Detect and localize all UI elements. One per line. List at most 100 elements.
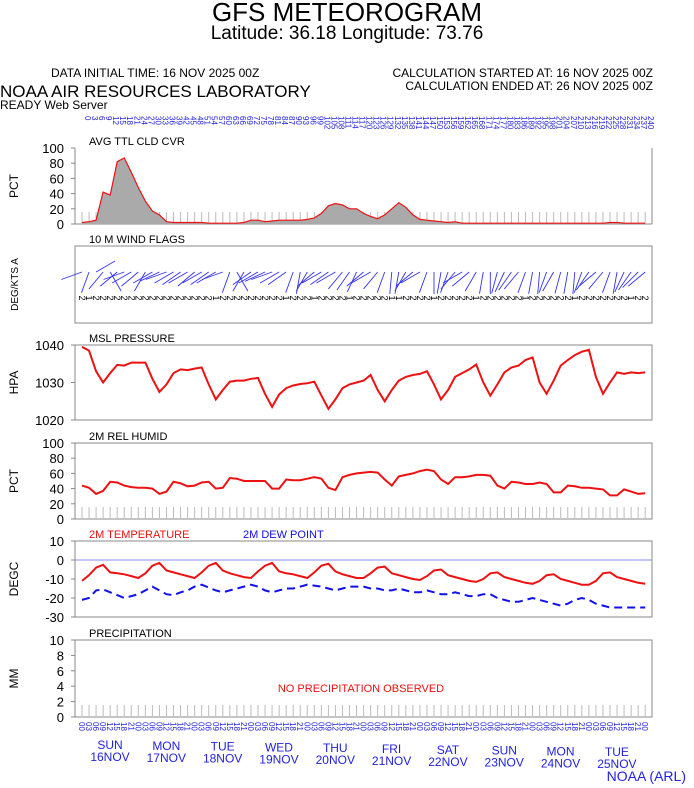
hour-of-day-label: 15 — [506, 722, 515, 731]
hour-of-day-label: 18 — [119, 722, 128, 731]
forecast-hour-label: 189 — [527, 116, 536, 130]
hour-of-day-label: 18 — [176, 722, 185, 731]
wind-barb — [395, 271, 414, 287]
forecast-hour-label: 96 — [308, 116, 317, 125]
wind-barb — [612, 271, 618, 294]
wind-speed-label: 2 — [105, 295, 115, 300]
date-label: 24NOV — [541, 756, 580, 770]
wind-barb — [267, 271, 287, 285]
wind-barb — [491, 271, 498, 294]
wind-speed-label: 2 — [330, 295, 340, 300]
day-of-week-label: FRI — [382, 742, 401, 756]
date-label: 25NOV — [597, 757, 636, 771]
wind-barb — [295, 271, 308, 292]
day-of-week-label: SAT — [437, 743, 460, 757]
wind-speed-label: 2 — [443, 295, 453, 300]
hour-of-day-label: 03 — [253, 722, 262, 731]
wind-speed-label: 2 — [260, 295, 270, 300]
wind-speed-label: 2 — [633, 295, 643, 300]
wind-speed-label: 2 — [316, 295, 326, 300]
wind-speed-label: 2 — [612, 295, 622, 300]
forecast-hour-label: 105 — [329, 116, 338, 130]
y-tick-label: 10 — [50, 633, 64, 648]
wind-speed-label: 2 — [401, 295, 411, 300]
date-label: 17NOV — [147, 751, 186, 765]
wind-speed-label: 2 — [154, 295, 164, 300]
org-name: NOAA AIR RESOURCES LABORATORY — [0, 82, 311, 101]
hour-of-day-label: 15 — [169, 722, 178, 731]
date-label: 16NOV — [90, 750, 129, 764]
wind-barb — [614, 271, 625, 293]
cloud-cover-line — [81, 157, 646, 224]
hour-of-day-label: 00 — [640, 722, 649, 731]
wind-speed-label: 2 — [380, 295, 390, 300]
wind-speed-label: 2 — [373, 295, 383, 300]
wind-speed-label: 1 — [281, 295, 291, 300]
rel-humidity-title: 2M REL HUMID — [89, 431, 167, 443]
wind-barb — [100, 271, 118, 287]
wind-speed-label: 2 — [169, 295, 179, 300]
wind-flags-frame — [74, 245, 653, 324]
wind-barb — [394, 271, 407, 292]
hour-of-day-label: 03 — [309, 722, 318, 731]
forecast-hour-label: 111 — [343, 116, 352, 129]
hour-of-day-label: 15 — [563, 722, 572, 731]
y-tick-label: -20 — [45, 591, 64, 606]
hour-of-day-label: 06 — [598, 722, 607, 731]
wind-speed-label: 2 — [584, 295, 594, 300]
hour-of-day-label: 03 — [84, 722, 93, 731]
forecast-hour-label: 87 — [287, 116, 296, 125]
wind-speed-label: 1 — [84, 295, 94, 300]
hour-of-day-label: 21 — [352, 722, 361, 731]
wind-speed-label: 2 — [126, 295, 136, 300]
wind-barb — [376, 271, 386, 293]
wind-barb — [363, 271, 379, 290]
forecast-hour-label: 201 — [555, 116, 564, 130]
forecast-hour-label: 147 — [428, 116, 437, 130]
forecast-hour-label: 168 — [477, 116, 486, 130]
wind-barb — [628, 271, 646, 287]
wind-speed-label: 1 — [626, 295, 636, 300]
forecast-hour-label: 225 — [611, 116, 620, 130]
hour-of-day-label: 15 — [112, 722, 121, 731]
forecast-hour-label: 123 — [372, 116, 381, 130]
wind-speed-label: 2 — [112, 295, 122, 300]
hour-of-day-label: 12 — [330, 722, 339, 731]
forecast-hour-label: 162 — [463, 116, 472, 130]
wind-speed-label: 2 — [528, 295, 538, 300]
temperature-title: 2M TEMPERATURE — [89, 529, 189, 541]
hour-of-day-label: 09 — [605, 722, 614, 731]
forecast-hour-label: 156 — [449, 116, 458, 130]
wind-barb — [177, 271, 195, 287]
wind-speed-label: 2 — [302, 295, 312, 300]
hour-of-day-label: 15 — [619, 722, 628, 731]
wind-barb — [554, 271, 562, 294]
forecast-hour-label: 153 — [442, 116, 451, 130]
wind-barb — [285, 271, 294, 293]
wind-speed-label: 2 — [485, 295, 495, 300]
wind-barb — [111, 271, 132, 284]
hour-of-day-label: 06 — [147, 722, 156, 731]
wind-speed-label: 2 — [640, 295, 650, 300]
server-name: READY Web Server — [0, 98, 108, 112]
forecast-hour-label: 51 — [203, 116, 212, 125]
wind-barb — [133, 271, 153, 284]
forecast-hour-label: 141 — [414, 116, 423, 130]
wind-speed-label: 2 — [91, 295, 101, 300]
forecast-hour-label: 78 — [266, 116, 275, 125]
y-tick-label: 6 — [57, 664, 64, 679]
wind-barb — [588, 271, 604, 290]
y-tick-label: 100 — [42, 436, 64, 451]
wind-speed-label: 2 — [232, 295, 242, 300]
wind-barb — [109, 271, 122, 292]
wind-speed-label: 2 — [549, 295, 559, 300]
hour-of-day-label: 06 — [91, 722, 100, 731]
wind-speed-label: 2 — [542, 295, 552, 300]
wind-barb — [618, 271, 632, 291]
hour-of-day-label: 06 — [429, 722, 438, 731]
forecast-hour-label: 114 — [351, 116, 360, 129]
forecast-hour-label: 15 — [118, 116, 127, 125]
date-label: 21NOV — [372, 754, 411, 768]
hour-of-day-label: 00 — [133, 722, 142, 731]
wind-speed-label: 2 — [535, 295, 545, 300]
